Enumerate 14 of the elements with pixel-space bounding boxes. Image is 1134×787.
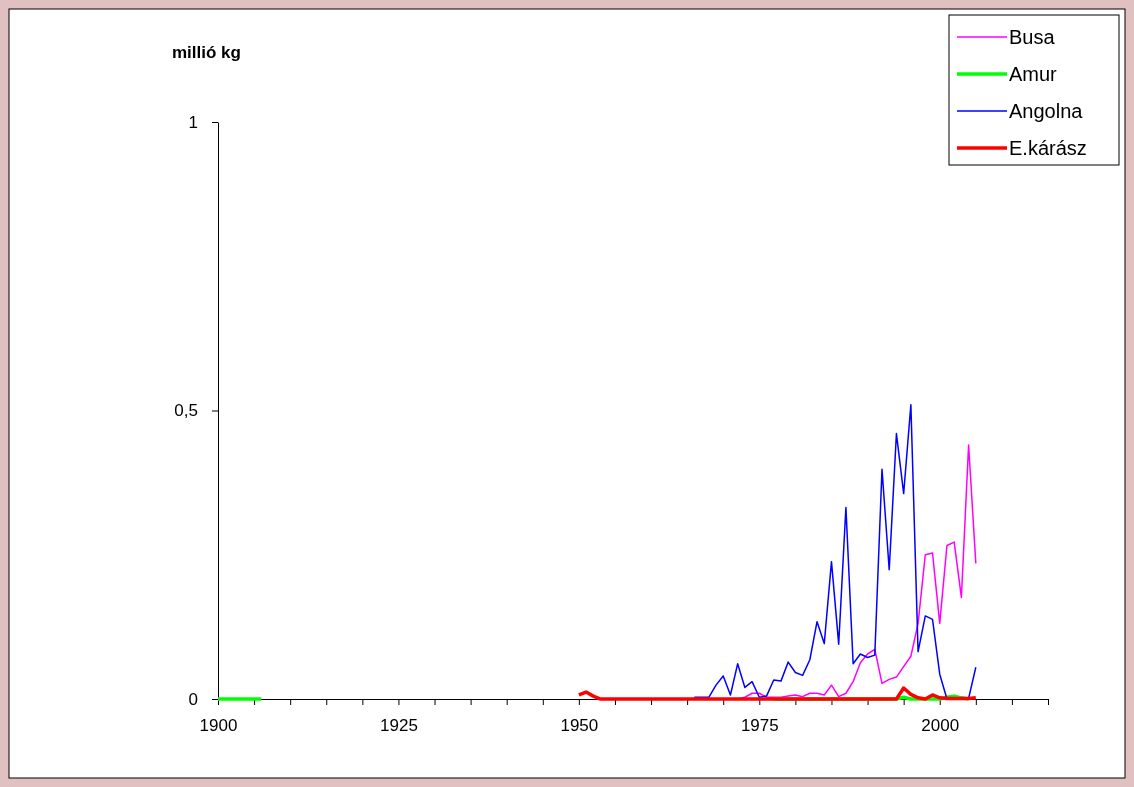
x-tick-label: 2000 [921,716,960,736]
x-tick-label: 1925 [380,716,418,736]
x-tick-label: 1900 [199,716,238,736]
legend-label: Angolna [1009,100,1084,122]
y-tick-label: 0,5 [174,401,198,421]
y-tick-label: 0 [188,689,198,709]
legend-label: E.kárász [1009,137,1087,159]
legend-label: Amur [1009,63,1058,85]
y-tick-label: 1 [188,112,198,132]
x-tick-label: 1950 [560,716,599,736]
line-series [577,686,978,701]
legend-label: Busa [1009,26,1056,48]
y-axis-title: millió kg [172,43,241,62]
x-tick-label: 1975 [740,716,779,736]
